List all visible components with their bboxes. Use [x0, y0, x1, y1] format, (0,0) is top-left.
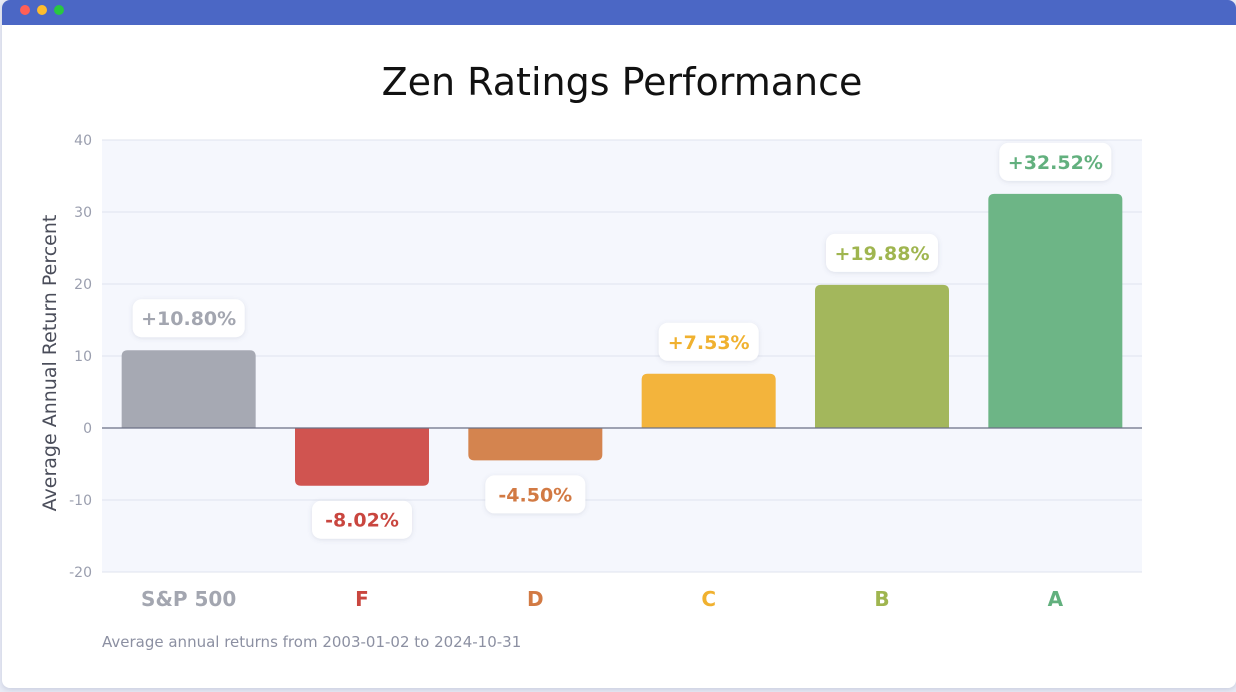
y-tick-label: 0: [83, 421, 92, 437]
minimize-window-icon[interactable]: [37, 5, 47, 15]
grid-lines: [102, 139, 1142, 573]
maximize-window-icon[interactable]: [54, 5, 64, 15]
data-label: -4.50%: [498, 484, 572, 506]
y-axis-label: Average Annual Return Percent: [39, 215, 61, 512]
y-tick-label: -20: [69, 565, 92, 581]
x-tick-label: C: [701, 587, 716, 611]
y-tick-label: 20: [74, 277, 92, 293]
bar: [815, 284, 949, 428]
x-tick-label: D: [527, 587, 544, 611]
x-axis-ticks: S&P 500 F D C B A: [141, 587, 1064, 611]
data-label-pill: [132, 299, 245, 338]
data-labels: +10.80% -8.02% -4.50% +7.53% +19.88% +32.52%: [132, 142, 1112, 539]
y-tick-label: 40: [74, 133, 92, 149]
data-label: +7.53%: [668, 332, 750, 354]
window-titlebar: [2, 0, 1236, 25]
x-tick-label: F: [355, 587, 369, 611]
data-label-pill: [658, 322, 759, 361]
close-window-icon[interactable]: [20, 5, 30, 15]
x-tick-label: B: [874, 587, 889, 611]
bar: [295, 428, 429, 486]
data-label: +19.88%: [834, 243, 929, 265]
y-axis-ticks: -20 -10 0 10 20 30 40: [69, 133, 92, 581]
bar: [468, 428, 603, 461]
bar: [988, 193, 1123, 428]
data-label-pill: [312, 500, 412, 539]
data-label-pill: [826, 233, 938, 272]
y-tick-label: -10: [69, 493, 92, 509]
y-tick-label: 10: [74, 349, 92, 365]
bar: [641, 373, 776, 428]
x-tick-label: A: [1048, 587, 1064, 611]
y-tick-label: 30: [74, 205, 92, 221]
data-label-pill: [999, 142, 1112, 181]
data-label: -8.02%: [325, 510, 399, 532]
bars: [121, 193, 1123, 486]
x-tick-label: S&P 500: [141, 587, 236, 611]
data-label: +10.80%: [141, 308, 236, 330]
bar: [121, 350, 256, 428]
chart-title: Zen Ratings Performance: [381, 60, 863, 104]
chart-footnote: Average annual returns from 2003-01-02 t…: [102, 633, 522, 651]
data-label: +32.52%: [1008, 152, 1103, 174]
data-label-pill: [485, 475, 586, 514]
